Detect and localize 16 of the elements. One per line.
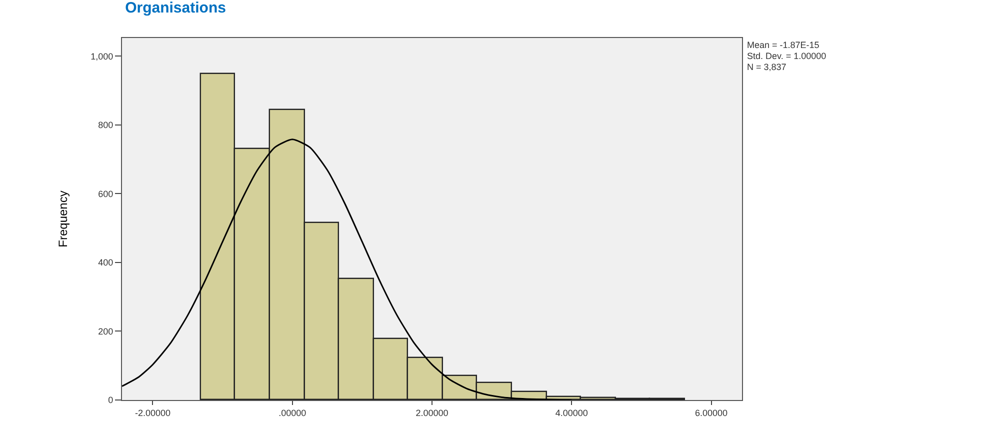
- chart-title: Organisations: [125, 0, 226, 17]
- y-tick-label: 0: [108, 395, 114, 406]
- text: Std. Dev. = 1.00000: [747, 51, 826, 61]
- x-tick-label: 2.00000: [416, 408, 448, 418]
- x-tick-label: 4.00000: [555, 408, 588, 418]
- text: N = 3,837: [747, 62, 786, 72]
- y-tick-label: 400: [98, 258, 114, 268]
- x-tick-label: .00000: [278, 408, 306, 418]
- x-tick-label: 6.00000: [695, 408, 728, 418]
- x-tick-label: -2.00000: [134, 408, 170, 418]
- y-axis-title: Frequency: [56, 190, 70, 248]
- text: Mean = -1.87E-15: [747, 40, 820, 50]
- y-tick-label: 1,000: [90, 51, 114, 62]
- y-tick-label: 200: [98, 326, 114, 336]
- y-tick-label: 800: [98, 120, 114, 130]
- y-tick-label: 600: [98, 188, 114, 199]
